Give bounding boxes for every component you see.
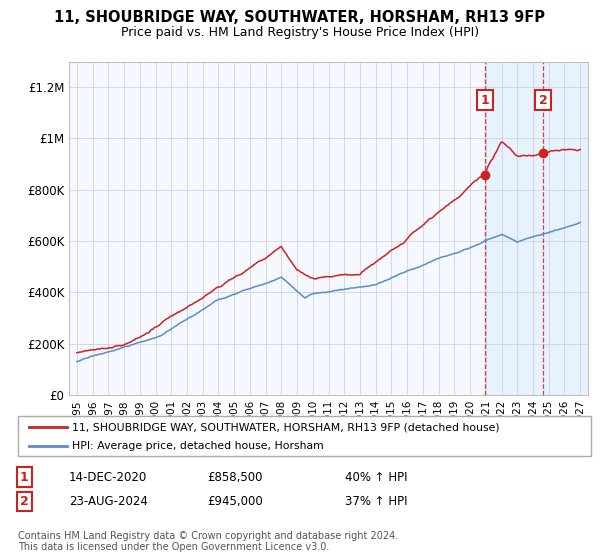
Text: £858,500: £858,500 [207,470,263,484]
Text: 40% ↑ HPI: 40% ↑ HPI [345,470,407,484]
Text: 1: 1 [481,94,490,106]
Text: HPI: Average price, detached house, Horsham: HPI: Average price, detached house, Hors… [73,441,324,451]
Text: 11, SHOUBRIDGE WAY, SOUTHWATER, HORSHAM, RH13 9FP (detached house): 11, SHOUBRIDGE WAY, SOUTHWATER, HORSHAM,… [73,422,500,432]
Text: £945,000: £945,000 [207,494,263,508]
Text: 1: 1 [20,470,28,484]
Text: Price paid vs. HM Land Registry's House Price Index (HPI): Price paid vs. HM Land Registry's House … [121,26,479,39]
Text: 14-DEC-2020: 14-DEC-2020 [69,470,147,484]
Text: Contains HM Land Registry data © Crown copyright and database right 2024.
This d: Contains HM Land Registry data © Crown c… [18,531,398,553]
Text: 2: 2 [20,494,28,508]
Text: 37% ↑ HPI: 37% ↑ HPI [345,494,407,508]
FancyBboxPatch shape [18,416,591,456]
Text: 11, SHOUBRIDGE WAY, SOUTHWATER, HORSHAM, RH13 9FP: 11, SHOUBRIDGE WAY, SOUTHWATER, HORSHAM,… [55,10,545,25]
Text: 23-AUG-2024: 23-AUG-2024 [69,494,148,508]
Bar [485,62,588,395]
Text: 2: 2 [539,94,547,106]
